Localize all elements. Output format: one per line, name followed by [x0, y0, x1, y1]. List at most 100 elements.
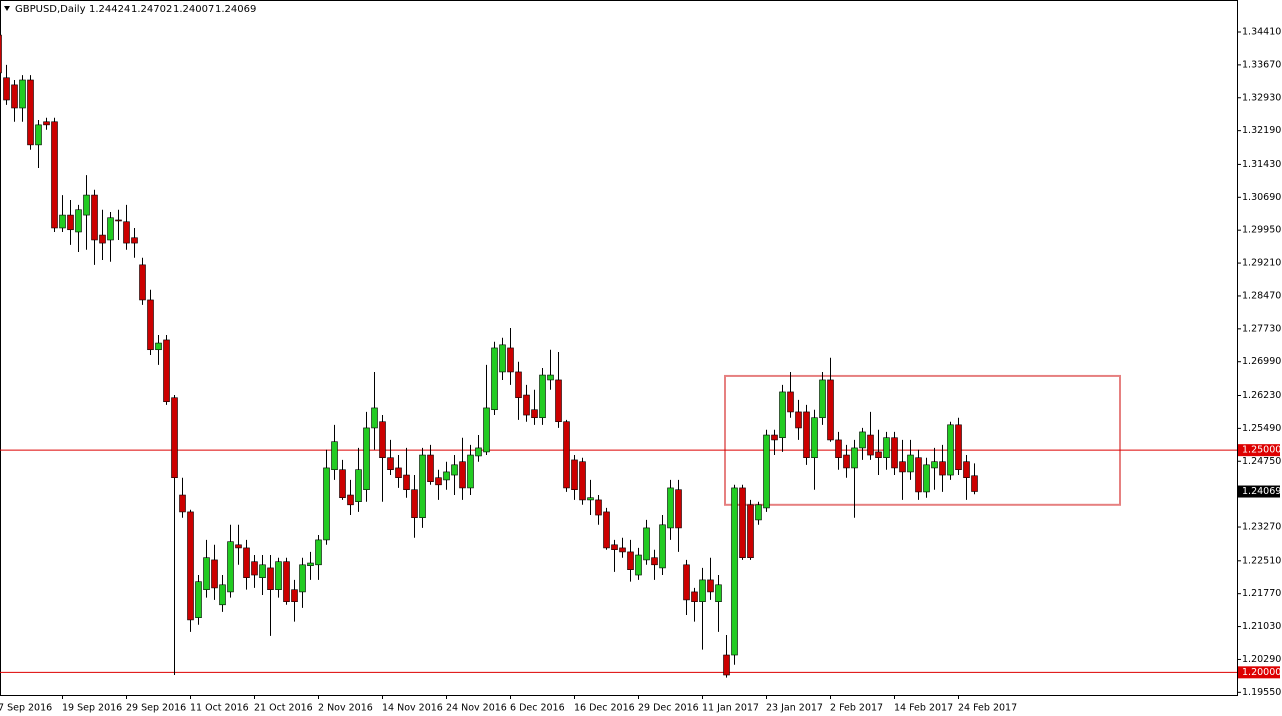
y-tick-label: 1.19550: [1242, 687, 1281, 698]
candle-body: [651, 557, 658, 566]
candle-body: [867, 434, 874, 456]
candle-body: [395, 467, 402, 479]
candle-body: [475, 447, 482, 457]
price-tag: [1238, 444, 1280, 457]
y-tick-label: 1.21030: [1242, 621, 1281, 632]
y-tick-label: 1.31430: [1242, 159, 1281, 170]
y-tick-label: 1.32930: [1242, 92, 1281, 103]
candle-body: [211, 559, 218, 589]
candle-body: [619, 547, 626, 553]
range-rectangle: [724, 374, 1121, 506]
candle-body: [387, 457, 394, 471]
candle-body: [59, 214, 66, 229]
candle-body: [483, 407, 490, 453]
candle-body: [515, 371, 522, 399]
y-tick-label: 1.20290: [1242, 654, 1281, 665]
candle-body: [819, 379, 826, 419]
candle-body: [363, 427, 370, 490]
candle-body: [579, 461, 586, 501]
candle-body: [803, 411, 810, 459]
candle-body: [283, 561, 290, 602]
candle-body: [883, 437, 890, 459]
candle-body: [123, 221, 130, 244]
candle-body: [403, 474, 410, 490]
candle-body: [859, 431, 866, 449]
menu-icon: [4, 6, 10, 11]
x-tick-label: 29 Dec 2016: [638, 703, 699, 714]
candle-body: [635, 554, 642, 576]
candle-body: [131, 237, 138, 244]
y-tick-label: 1.24750: [1242, 456, 1281, 467]
candle-body: [243, 547, 250, 578]
candle-body: [899, 461, 906, 473]
candle-body: [267, 567, 274, 590]
current-price-tag: [1238, 485, 1280, 498]
high-value: 1.24702: [131, 4, 172, 15]
candle-body: [915, 457, 922, 493]
y-tick-label: 1.25490: [1242, 423, 1281, 434]
candle-body: [427, 454, 434, 483]
price-tag: [1238, 666, 1280, 679]
candle-body: [315, 539, 322, 566]
candle-body: [235, 544, 242, 549]
price-tag-label: 1.25000: [1242, 445, 1281, 456]
y-tick-label: 1.33670: [1242, 59, 1281, 70]
y-tick-label: 1.28470: [1242, 290, 1281, 301]
candle-body: [27, 79, 34, 146]
candle-body: [259, 564, 266, 578]
candle-body: [763, 434, 770, 509]
candle-body: [555, 379, 562, 423]
candle-body: [683, 564, 690, 601]
x-tick-label: 14 Feb 2017: [894, 703, 953, 714]
candle-body: [83, 194, 90, 216]
candle-body: [459, 461, 466, 489]
x-tick-label: 29 Sep 2016: [126, 703, 186, 714]
candle-body: [11, 84, 18, 109]
candle-body: [835, 439, 842, 459]
candle-body: [595, 499, 602, 516]
candle-body: [955, 424, 962, 471]
candle-body: [299, 564, 306, 593]
candle-body: [291, 589, 298, 602]
candle-body: [43, 121, 50, 126]
candle-body: [851, 447, 858, 469]
candle-body: [603, 511, 610, 549]
candle-body: [587, 497, 594, 501]
candle-body: [523, 394, 530, 416]
y-tick-label: 1.22510: [1242, 555, 1281, 566]
x-tick-label: 6 Dec 2016: [510, 703, 565, 714]
candle-body: [923, 464, 930, 493]
candle-body: [163, 339, 170, 403]
candle-body: [91, 194, 98, 241]
current-price-label: 1.24069: [1242, 486, 1281, 497]
candle-body: [843, 454, 850, 469]
candle-body: [547, 374, 554, 381]
candle-body: [379, 421, 386, 459]
candle-body: [707, 579, 714, 593]
candle-body: [107, 217, 114, 241]
close-value: 1.24069: [215, 4, 256, 15]
candle-body: [467, 454, 474, 489]
x-tick-label: 23 Jan 2017: [766, 703, 823, 714]
candle-body: [795, 411, 802, 429]
x-tick-label: 14 Nov 2016: [382, 703, 443, 714]
y-tick-label: 1.32190: [1242, 125, 1281, 136]
candle-body: [339, 469, 346, 498]
candle-body: [419, 454, 426, 518]
low-value: 1.24007: [173, 4, 214, 15]
candle-body: [451, 464, 458, 476]
candle-body: [227, 541, 234, 593]
candle-body: [75, 209, 82, 233]
candle-body: [531, 409, 538, 419]
candle-body: [507, 347, 514, 373]
candle-body: [411, 489, 418, 518]
open-value: 1.24424: [89, 4, 130, 15]
y-tick-label: 1.34410: [1242, 26, 1281, 37]
candle-body: [627, 551, 634, 570]
candle-body: [331, 441, 338, 471]
candle-body: [771, 434, 778, 441]
candle-body: [811, 417, 818, 459]
candle-body: [435, 477, 442, 486]
candle-body: [715, 584, 722, 602]
candle-body: [747, 504, 754, 558]
